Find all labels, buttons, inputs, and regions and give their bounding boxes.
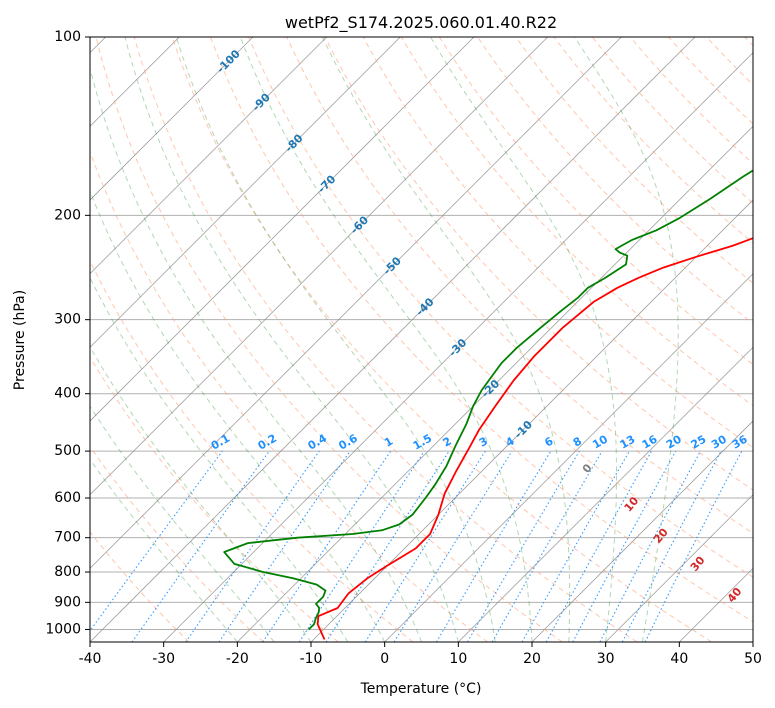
mixing-ratio-line bbox=[218, 450, 351, 642]
isotherm-line bbox=[384, 273, 753, 642]
x-tick-label: 0 bbox=[380, 651, 389, 667]
isotherm-line bbox=[458, 346, 753, 642]
x-tick-label: 30 bbox=[597, 651, 615, 667]
dry-adiabat-line bbox=[324, 37, 753, 491]
x-tick-label: -40 bbox=[79, 651, 102, 667]
mixing-ratio-line bbox=[393, 450, 513, 642]
y-tick-label: 1000 bbox=[45, 621, 81, 637]
dry-adiabat-line bbox=[210, 37, 753, 623]
dry-adiabat-line bbox=[438, 37, 753, 365]
chart-title: wetPf2_S174.2025.060.01.40.R22 bbox=[285, 13, 557, 33]
dry-adiabat-line bbox=[90, 259, 414, 642]
moist-adiabat-line bbox=[90, 458, 238, 642]
moist-adiabat-line bbox=[90, 65, 422, 642]
plot-area bbox=[90, 37, 753, 642]
mixing-ratio-line bbox=[185, 450, 320, 642]
y-tick-label: 600 bbox=[54, 490, 81, 506]
y-axis-label: Pressure (hPa) bbox=[12, 290, 28, 390]
dry-adiabat-line bbox=[362, 37, 753, 449]
y-tick-label: 100 bbox=[54, 29, 81, 45]
isotherm-line bbox=[531, 420, 753, 642]
dry-adiabat-line bbox=[133, 37, 638, 642]
moist-adiabat-line bbox=[90, 189, 386, 642]
moist-adiabat-line bbox=[124, 37, 459, 642]
isotherm-line bbox=[90, 37, 327, 275]
x-tick-label: -30 bbox=[152, 651, 175, 667]
mixing-ratio-line bbox=[491, 450, 603, 642]
y-tick-label: 300 bbox=[54, 312, 81, 328]
x-tick-label: 10 bbox=[449, 651, 467, 667]
dewpoint-profile-line bbox=[223, 169, 753, 631]
moist-adiabat-line bbox=[430, 37, 617, 642]
dry-adiabat-line bbox=[95, 37, 563, 642]
x-tick-label: -20 bbox=[226, 651, 249, 667]
y-tick-label: 200 bbox=[54, 207, 81, 223]
mixing-ratio-line bbox=[435, 450, 552, 642]
plot-frame bbox=[89, 36, 754, 643]
isotherm-line bbox=[90, 37, 548, 496]
moist-adiabat-line bbox=[322, 37, 571, 642]
axes: -40 -30 -20 -10 0 10 20 30 40 50 1000 900 800 700 600 5… bbox=[45, 29, 762, 667]
temperature-profile-line bbox=[316, 237, 753, 640]
isotherm-line bbox=[237, 125, 753, 642]
isotherm-line bbox=[90, 37, 622, 569]
x-axis-label: Temperature (°C) bbox=[360, 681, 482, 697]
y-tick-label: 800 bbox=[54, 564, 81, 580]
y-tick-label: 400 bbox=[54, 386, 81, 402]
moist-adiabat-line bbox=[574, 37, 679, 642]
x-tick-label: 40 bbox=[670, 651, 688, 667]
moist-adiabat-line bbox=[90, 345, 312, 642]
isotherm-line bbox=[90, 37, 696, 642]
isotherm-line bbox=[90, 37, 254, 201]
dry-adiabat-line bbox=[90, 355, 339, 642]
dry-adiabat-line bbox=[400, 37, 753, 407]
x-tick-label: 50 bbox=[744, 651, 762, 667]
mixing-ratio-line bbox=[545, 450, 653, 642]
mixing-ratio-line bbox=[572, 450, 677, 642]
moist-adiabat-line bbox=[90, 276, 349, 642]
moist-adiabat-line bbox=[239, 37, 533, 642]
mixing-ratio-line bbox=[364, 450, 486, 642]
y-tick-label: 900 bbox=[54, 594, 81, 610]
y-tick-label: 500 bbox=[54, 443, 81, 459]
dry-adiabat-line bbox=[248, 37, 753, 578]
moist-adiabat-line bbox=[90, 405, 275, 642]
mixing-ratio-line bbox=[325, 450, 450, 642]
mixing-ratio-line bbox=[131, 450, 270, 642]
moist-adiabat-line bbox=[175, 37, 496, 642]
mixing-ratio-line bbox=[467, 450, 580, 642]
dry-adiabat-line bbox=[90, 531, 190, 642]
x-tick-label: -10 bbox=[300, 651, 323, 667]
isotherm-line bbox=[605, 494, 753, 642]
x-tick-label: 20 bbox=[523, 651, 541, 667]
isotherm-line bbox=[90, 37, 401, 348]
mixing-ratio-line bbox=[90, 450, 223, 632]
dry-adiabat-line bbox=[286, 37, 753, 534]
y-tick-label: 700 bbox=[54, 530, 81, 546]
isotherm-line bbox=[90, 37, 475, 422]
mixing-ratio-line bbox=[521, 450, 630, 642]
